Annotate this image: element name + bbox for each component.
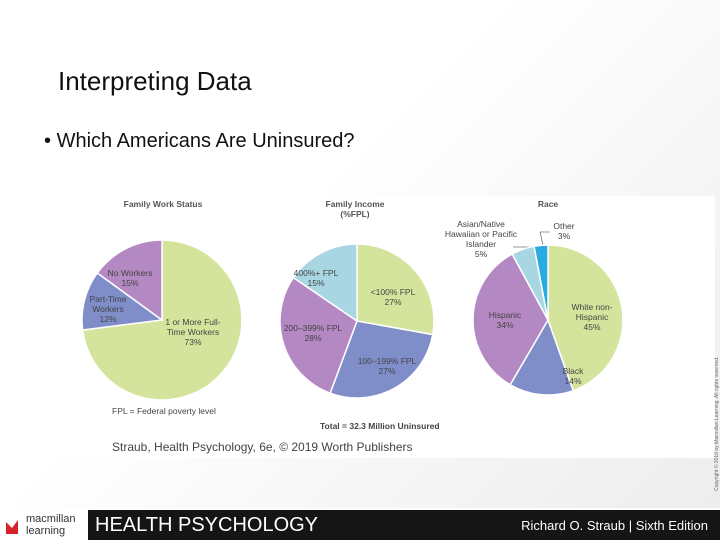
- value-label: 45%: [583, 322, 601, 332]
- slice-label: Part-Time Workers 12%: [83, 294, 133, 324]
- category-label: No Workers: [107, 268, 153, 278]
- credit: Straub, Health Psychology, 6e, © 2019 Wo…: [112, 440, 413, 454]
- category-label: Black: [562, 366, 584, 376]
- slice-label: No Workers 15%: [100, 268, 160, 288]
- value-label: 34%: [496, 320, 514, 330]
- value-label: 15%: [121, 278, 139, 288]
- category-label: 100–199% FPL: [357, 356, 417, 366]
- footer-bar: [88, 510, 720, 540]
- value-label: 15%: [307, 278, 325, 288]
- value-label: 12%: [99, 314, 117, 324]
- category-label: Hispanic: [488, 310, 522, 320]
- chart-title: Race: [537, 199, 559, 209]
- footer: macmillan learning HEALTH PSYCHOLOGY Ric…: [0, 508, 720, 540]
- category-label: Part-Time Workers: [89, 294, 127, 314]
- chart-title: Family Income: [325, 199, 385, 209]
- category-label: Asian/Native Hawaiian or Pacific Islande…: [444, 219, 518, 249]
- slice-label: Asian/Native Hawaiian or Pacific Islande…: [441, 219, 521, 259]
- slice-label: Black 14%: [553, 366, 593, 386]
- value-label: 27%: [384, 297, 402, 307]
- slice-label: White non-Hispanic 45%: [557, 302, 627, 332]
- category-label: <100% FPL: [370, 287, 416, 297]
- brand-bottom: learning: [26, 525, 66, 537]
- slice-label: <100% FPL 27%: [363, 287, 423, 307]
- bullet: • Which Americans Are Uninsured?: [44, 130, 355, 152]
- category-label: 400%+ FPL: [293, 268, 339, 278]
- pie-slice: [547, 244, 624, 392]
- value-label: 5%: [474, 249, 488, 259]
- slice-label: 200–399% FPL 28%: [278, 323, 348, 343]
- pie-slice: [279, 276, 358, 395]
- slice-label: 100–199% FPL 27%: [352, 356, 422, 376]
- leader-line: [539, 231, 544, 246]
- value-label: 28%: [304, 333, 322, 343]
- pie-slice: [533, 244, 549, 321]
- course: HEALTH PSYCHOLOGY: [95, 514, 319, 536]
- pie-slice: [292, 243, 358, 323]
- value-label: 73%: [184, 337, 202, 347]
- bullet-text: Which Americans Are Uninsured?: [56, 130, 355, 152]
- category-label: White non-Hispanic: [571, 302, 613, 322]
- chart-title-box: Race: [478, 199, 618, 209]
- pie-slice: [356, 243, 435, 336]
- category-label: Other: [553, 221, 575, 231]
- slice-label: Hispanic 34%: [480, 310, 530, 330]
- footnote: FPL = Federal poverty level: [112, 406, 216, 416]
- slide-title: Interpreting Data: [58, 66, 252, 96]
- pie-slice: [96, 239, 163, 322]
- author: Richard O. Straub | Sixth Edition: [521, 518, 708, 533]
- chart-title: Family Work Status: [123, 199, 203, 209]
- chart-subtitle: (%FPL): [340, 209, 370, 219]
- pie-slice: [329, 320, 434, 399]
- logo-icon: [6, 520, 18, 534]
- category-label: 200–399% FPL: [283, 323, 343, 333]
- copyright: Copyright © 2019 by Macmillan Learning. …: [714, 356, 720, 491]
- value-label: 3%: [557, 231, 571, 241]
- chart-title-box: Family Income (%FPL): [285, 199, 425, 219]
- pie-slice: [509, 318, 575, 396]
- slice-label: 400%+ FPL 15%: [286, 268, 346, 288]
- slice-label: 1 or More Full-Time Workers 73%: [158, 317, 228, 347]
- chart-title-box: Family Work Status: [93, 199, 233, 209]
- total: Total = 32.3 Million Uninsured: [320, 421, 440, 431]
- category-label: 1 or More Full-Time Workers: [165, 317, 221, 337]
- value-label: 27%: [378, 366, 396, 376]
- pie-slice: [81, 271, 164, 331]
- value-label: 14%: [564, 376, 582, 386]
- brand-top: macmillan: [26, 513, 76, 525]
- slice-label: Other 3%: [549, 221, 579, 241]
